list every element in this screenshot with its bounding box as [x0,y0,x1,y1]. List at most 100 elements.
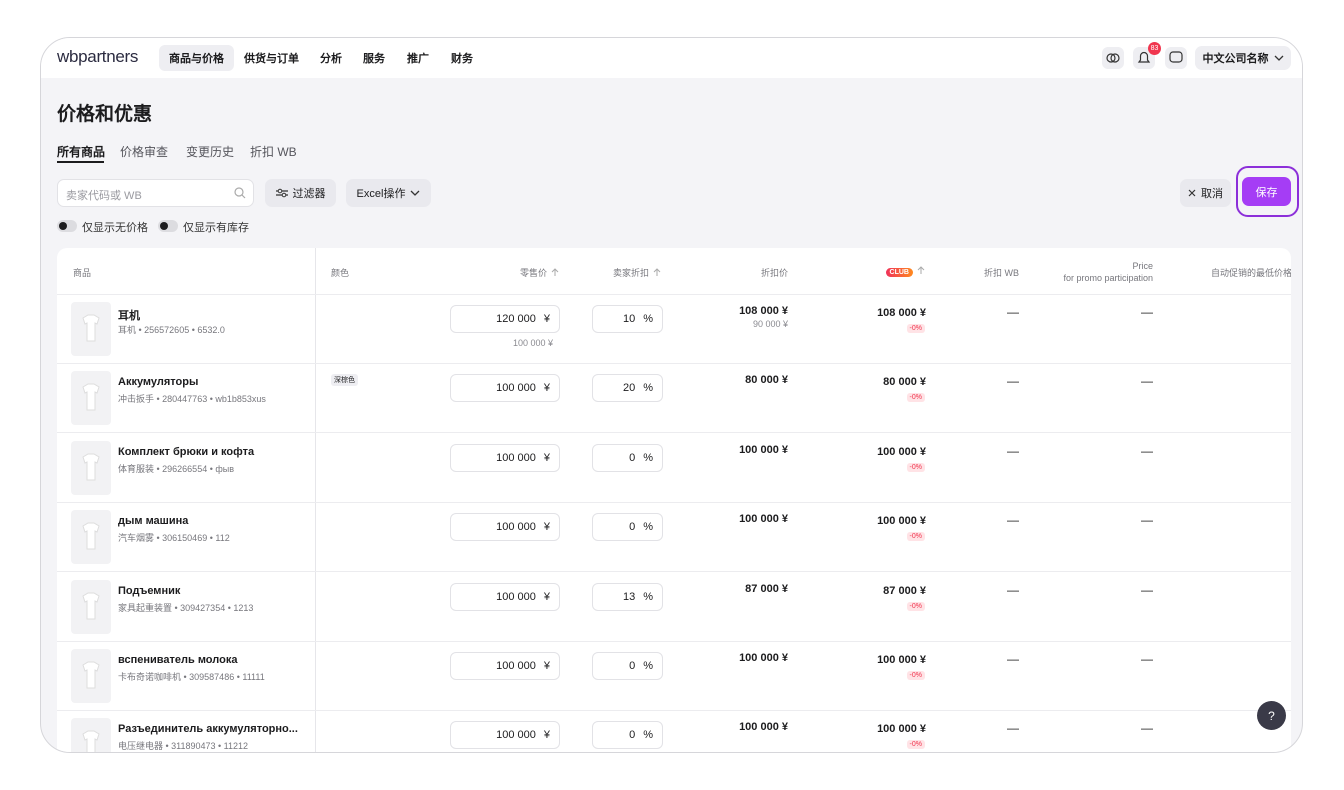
percent-unit: % [643,313,653,325]
retail-price: 100 000 [496,590,536,603]
retail-price: 100 000 [496,729,536,742]
table-row[interactable]: 耳机 耳机 • 256572605 • 6532.0 120 000 ¥100 000… [57,295,1291,364]
club-discount: -0% [906,740,925,750]
toggle[interactable] [158,220,178,232]
retail-price-input[interactable]: 100 000 ¥ [450,513,560,542]
tab[interactable]: 折扣 WB [250,145,297,159]
retail-price-input[interactable]: 120 000 ¥ [450,305,560,333]
table-row[interactable]: Разъединитель аккумуляторно... 电压继电器 • 31… [57,711,1291,752]
percent-unit: % [643,521,653,534]
cancel-button[interactable]: 取消 [1180,179,1231,207]
column-header-text: 商品 [73,268,92,278]
tab[interactable]: 变更历史 [186,145,235,159]
product-name: Аккумуляторы [118,376,199,389]
retail-price-input[interactable]: 100 000 ¥ [450,721,560,750]
retail-price-input[interactable]: 100 000 ¥ [450,443,560,472]
club-discount: -0% [906,462,925,472]
table-row[interactable]: дым машина 汽车烟雾 • 306150469 • 112 100 000 ¥… [57,503,1291,573]
tab[interactable]: 所有商品 [57,145,106,159]
discounted-price: 87 000 ¥ [745,582,788,595]
currency-unit: ¥ [543,313,550,325]
sort-icon[interactable] [917,266,925,275]
currency-unit: ¥ [543,382,550,395]
discount-input[interactable]: 10% [592,305,663,333]
discounted-price: 100 000 ¥ [739,513,788,526]
currency-unit: ¥ [543,729,550,742]
table-row[interactable]: Аккумуляторы 冲击扳手 • 280447763 • wb1b853xu… [57,364,1291,434]
discount-input[interactable]: 13% [592,582,663,611]
nav-item[interactable]: 分析 [320,53,342,65]
column-header: 折扣价 [761,266,788,279]
thumbnail-icon [82,661,100,689]
wb-discount: — [1007,305,1019,319]
close-icon [1188,189,1196,197]
table-row[interactable]: Комплект брюки и кофта 体育服装 • 296266554 •… [57,434,1291,503]
thumbnail-icon [82,592,100,620]
currency-unit: ¥ [543,521,550,534]
column-header-line: for promo participation [1063,273,1153,283]
thumbnail-icon [82,383,100,411]
product-name: вспениватель молока [118,654,238,666]
column-header-text: 卖家折扣 [612,268,649,278]
excel-button[interactable]: Excel操作 [346,179,431,207]
discount: 0 [629,521,636,534]
product-meta: 家具起重装置 • 309427354 • 1213 [118,602,254,613]
product-name: Разъединитель аккумуляторно... [118,723,298,736]
thumbnail-icon [82,314,100,342]
column-header-text: 折扣价 [760,268,788,278]
help-button[interactable]: ? [1257,701,1286,730]
discount: 0 [629,451,636,464]
retail-price-input[interactable]: 100 000 ¥ [450,652,560,680]
thumbnail [71,649,111,703]
table-row[interactable]: Подъемник 家具起重装置 • 309427354 • 1213 100 00… [57,573,1291,642]
column-header-text: 折扣 WB [984,268,1019,278]
product-name: 耳机 [118,310,140,322]
filter-button[interactable]: 过滤器 [265,179,336,207]
prices-table: 商品 颜色 零售价 卖家折扣 折扣价 CLUB 折扣 WB Price for promo pa… [57,248,1291,752]
excel-label: Excel操作 [356,188,406,200]
column-header: CLUB [885,266,925,277]
top-bar: wbpartners 商品与价格 供货与订单 分析 服务 推广 财务 83 中文公司名称 [41,38,1302,78]
discounted-price: 108 000 ¥ [739,305,788,317]
search-box[interactable]: 卖家代码或 WB [57,179,254,207]
company-selector[interactable]: 中文公司名称 [1195,46,1291,70]
logo[interactable]: wbpartners [57,47,139,66]
save-button[interactable]: 保存 [1242,177,1291,206]
retail-price-input[interactable]: 100 000 ¥ [450,582,560,611]
column-header: 卖家折扣 [613,266,661,279]
discount-input[interactable]: 0% [592,721,663,750]
toggle-label: 仅显示无价格 [82,222,148,234]
discount: 0 [629,660,636,672]
nav-item[interactable]: 财务 [451,53,473,65]
nav-item[interactable]: 服务 [363,53,385,65]
column-header: 零售价 [520,266,559,279]
club-discount: -0% [906,393,925,403]
toggle[interactable] [57,220,77,232]
table-row[interactable]: вспениватель молока 卡布奇诺咖啡机 • 309587486 •… [57,642,1291,711]
product-name: Подъемник [118,584,181,597]
save-label: 保存 [1255,186,1278,199]
promo-price: — [1141,305,1153,319]
discount-input[interactable]: 20% [592,374,663,403]
sort-icon[interactable] [551,268,559,277]
retail-price-input[interactable]: 100 000 ¥ [450,374,560,403]
page-title: 价格和优惠 [57,104,153,125]
nav-item[interactable]: 推广 [407,53,429,65]
nav-item[interactable]: 商品与价格 [159,45,234,71]
club-badge: CLUB [885,268,913,277]
wb-discount: — [1007,443,1019,458]
discount-input[interactable]: 0% [592,443,663,472]
discount-input[interactable]: 0% [592,652,663,680]
product-meta: 电压继电器 • 311890473 • 11212 [118,741,249,752]
wb-discount: — [1007,374,1019,389]
tab[interactable]: 价格审查 [120,145,169,159]
discount: 20 [622,382,636,395]
thumbnail-icon [82,453,100,481]
sort-icon[interactable] [653,268,661,277]
nav-item[interactable]: 供货与订单 [244,53,299,65]
filter-icon [275,188,288,198]
column-header-line: Price [1132,261,1153,271]
discount-input[interactable]: 0% [592,513,663,542]
promo-price: — [1141,721,1153,736]
discounted-price: 100 000 ¥ [739,721,788,734]
